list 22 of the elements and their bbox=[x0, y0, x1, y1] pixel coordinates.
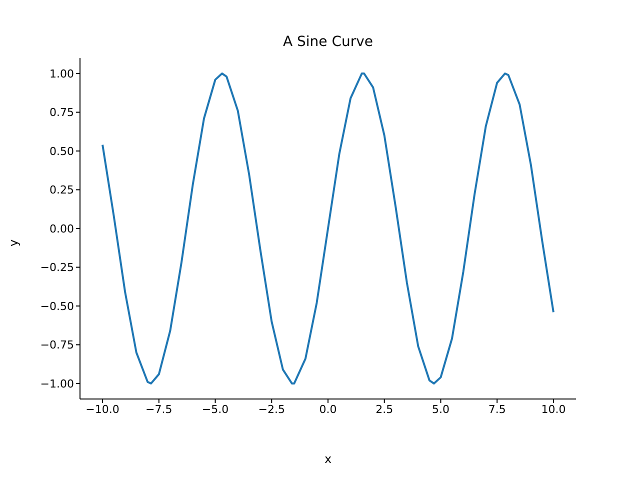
chart-title: A Sine Curve bbox=[282, 34, 374, 50]
x-tick-label: 10.0 bbox=[541, 402, 566, 416]
x-axis-title: x bbox=[323, 452, 333, 466]
x-tick-label: −2.5 bbox=[258, 402, 285, 416]
x-tick-label: −5.0 bbox=[202, 402, 229, 416]
y-tick-label: −0.50 bbox=[40, 300, 74, 313]
y-tick-label: 0.50 bbox=[50, 144, 74, 158]
x-tick-label: 7.5 bbox=[488, 402, 506, 416]
y-tick-label: 0.25 bbox=[50, 184, 74, 197]
y-tick-label: −1.00 bbox=[40, 377, 74, 390]
x-tick-label: 0.0 bbox=[319, 402, 337, 416]
y-tick-label: 0.00 bbox=[50, 222, 74, 236]
x-tick-label: 5.0 bbox=[432, 402, 450, 416]
y-tick-label: 1.00 bbox=[50, 67, 74, 80]
y-tick-label: 0.75 bbox=[50, 106, 74, 120]
x-tick-label: −10.0 bbox=[86, 402, 120, 416]
y-tick-label: −0.25 bbox=[40, 261, 74, 274]
y-axis-title: y bbox=[6, 239, 21, 247]
x-tick-label: 2.5 bbox=[376, 402, 394, 416]
line-series bbox=[102, 72, 554, 384]
x-tick-label: −7.5 bbox=[146, 402, 172, 416]
y-tick-label: −0.75 bbox=[40, 338, 74, 352]
